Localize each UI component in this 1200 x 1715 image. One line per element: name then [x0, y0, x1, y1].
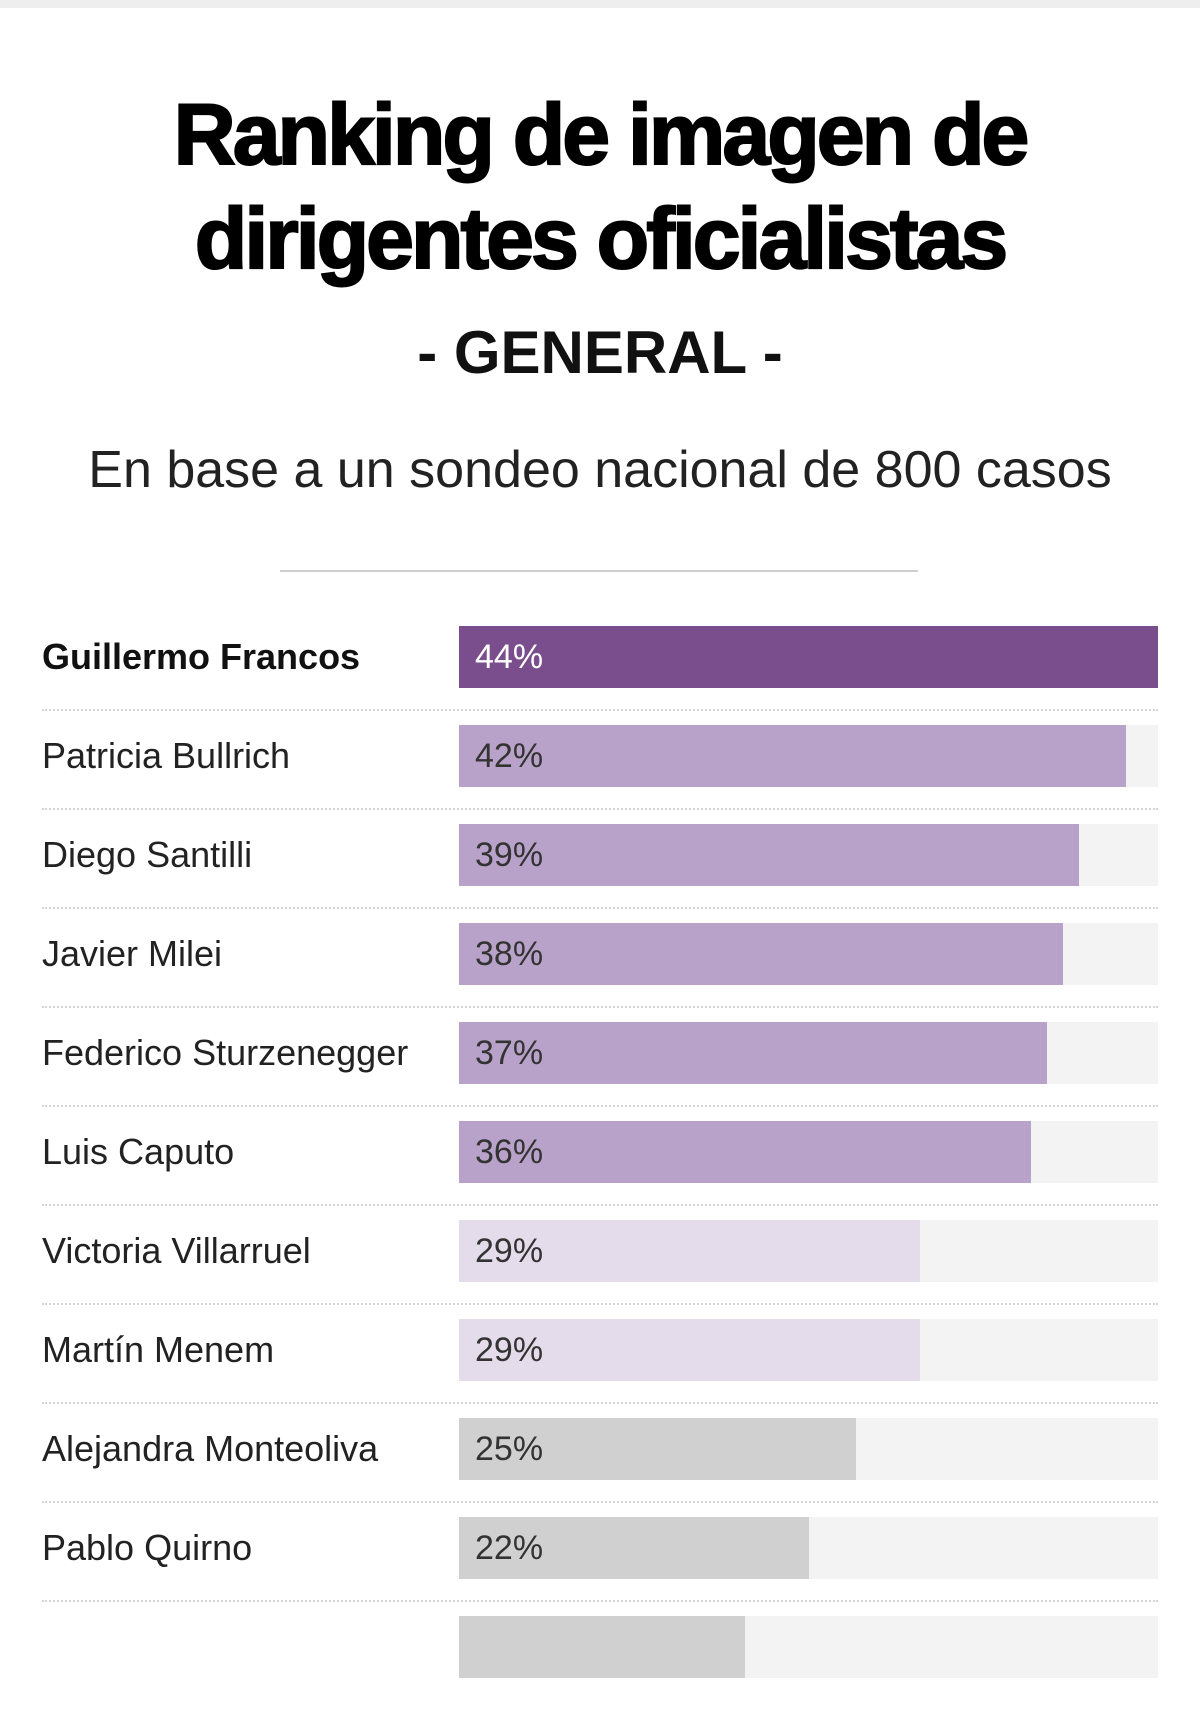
bar-value-label: 37% [475, 1034, 544, 1072]
row-separator [42, 1006, 1158, 1008]
bar-row: Federico Sturzenegger 37% [42, 1022, 1158, 1121]
bar-row: Alejandra Monteoliva 25% [42, 1418, 1158, 1517]
bar-track: 38% [459, 923, 1158, 985]
row-separator [42, 1303, 1158, 1305]
bar-row: Luis Caputo 36% [42, 1121, 1158, 1220]
bar-track: 42% [459, 725, 1158, 787]
row-separator [42, 907, 1158, 909]
bar [459, 725, 1127, 787]
bar-track [459, 1616, 1158, 1678]
bar-category-label: Martín Menem [42, 1329, 275, 1370]
row-separator [42, 1600, 1158, 1602]
bar-track: 29% [459, 1319, 1158, 1381]
bar [459, 1418, 857, 1480]
bar-track: 25% [459, 1418, 1158, 1480]
bar-track: 22% [459, 1517, 1158, 1579]
bar-row: Victoria Villarruel 29% [42, 1220, 1158, 1319]
bar-category-label: Pablo Quirno [42, 1527, 253, 1568]
row-separator [42, 1402, 1158, 1404]
bar-row: Martín Menem 29% [42, 1319, 1158, 1418]
chart-title-line1: Ranking de imagen de [173, 87, 1031, 183]
bar-category-label: Guillermo Francos [42, 636, 361, 677]
row-separator [42, 1501, 1158, 1503]
bar [459, 626, 1158, 688]
bar-category-label: Diego Santilli [42, 834, 253, 875]
bar-category-label: Patricia Bullrich [42, 735, 291, 776]
bar-category-label: Alejandra Monteoliva [42, 1428, 379, 1469]
top-strip [0, 0, 1200, 8]
row-separator [42, 1105, 1158, 1107]
bar-row: Pablo Quirno 22% [42, 1517, 1158, 1616]
bar-track: 36% [459, 1121, 1158, 1183]
bar [459, 1121, 1031, 1183]
bar-value-label: 38% [475, 935, 544, 973]
section-label: - GENERAL - [417, 319, 783, 386]
bar-value-label: 25% [475, 1430, 544, 1468]
bar-track: 37% [459, 1022, 1158, 1084]
bar-row: Patricia Bullrich 42% [42, 725, 1158, 824]
row-separator [42, 808, 1158, 810]
bar [459, 1319, 920, 1381]
bar [459, 1616, 745, 1678]
bar-track: 39% [459, 824, 1158, 886]
bar-category-label: Victoria Villarruel [42, 1230, 311, 1271]
bar-value-label: 29% [475, 1232, 544, 1270]
bar-row [42, 1616, 1158, 1715]
bar-row: Javier Milei 38% [42, 923, 1158, 1022]
bar [459, 923, 1063, 985]
bar-value-label: 36% [475, 1133, 544, 1171]
bar-value-label: 39% [475, 836, 544, 874]
bar [459, 1517, 809, 1579]
bar-value-label: 44% [475, 638, 544, 676]
bar [459, 824, 1079, 886]
row-separator [42, 709, 1158, 711]
bar-track: 44% [459, 626, 1158, 688]
chart-title-line2: dirigentes oficialistas [194, 191, 1009, 287]
bar-category-label: Javier Milei [42, 933, 223, 974]
bar [459, 1022, 1047, 1084]
chart-subtitle: En base a un sondeo nacional de 800 caso… [88, 441, 1112, 499]
row-separator [42, 1204, 1158, 1206]
bar-category-label: Federico Sturzenegger [42, 1032, 409, 1073]
divider [280, 570, 918, 572]
bar-value-label: 22% [475, 1529, 544, 1567]
bar-value-label: 42% [475, 737, 544, 775]
bar-row: Diego Santilli 39% [42, 824, 1158, 923]
bar-category-label: Luis Caputo [42, 1131, 235, 1172]
bar-value-label: 29% [475, 1331, 544, 1369]
bar-row: Guillermo Francos 44% [42, 626, 1158, 725]
bar-track: 29% [459, 1220, 1158, 1282]
bar [459, 1220, 920, 1282]
